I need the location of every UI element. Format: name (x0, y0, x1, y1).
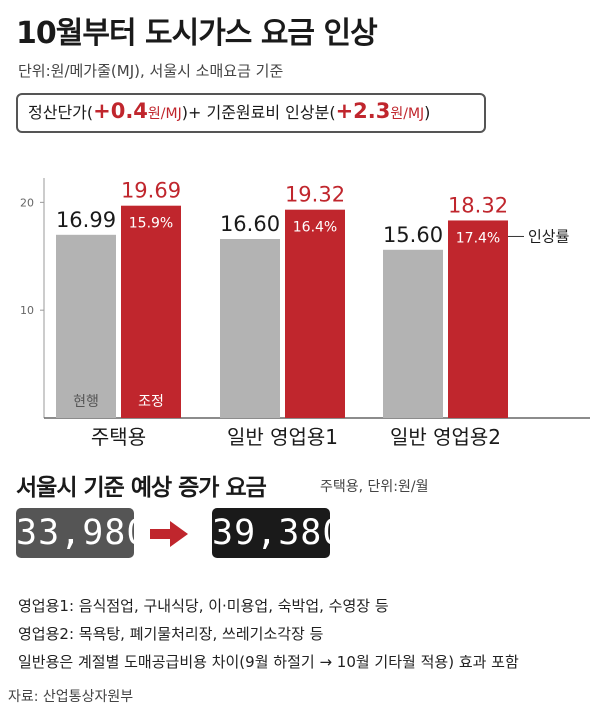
info-suffix: ) (424, 103, 431, 122)
increase-rate-label: 인상률 (528, 227, 570, 245)
category-label-3: 일반 영업용2 (390, 425, 501, 449)
increase-rate-2: 16.4% (293, 220, 337, 236)
value-label-adjusted-3: 18.32 (448, 193, 508, 217)
legend-label-current: 현행 (73, 394, 99, 410)
current-bill-display: 33,980 (16, 508, 147, 558)
info-box (16, 93, 486, 133)
source: 자료: 산업통상자원부 (8, 689, 134, 705)
arrow-right-icon (150, 521, 188, 547)
settle-value: +0.4 (93, 99, 148, 123)
value-label-current-2: 16.60 (220, 212, 280, 236)
category-label-1: 주택용 (91, 425, 146, 449)
increase-rate-3: 17.4% (456, 230, 500, 246)
y-tick-label: 20 (20, 196, 34, 209)
value-label-current-1: 16.99 (56, 208, 116, 232)
value-label-adjusted-1: 19.69 (121, 179, 181, 203)
comparison-title: 서울시 기준 예상 증가 요금 (16, 475, 267, 501)
page-title: 10월부터 도시가스 요금 인상 (16, 16, 378, 51)
bar-adjusted-2 (285, 209, 345, 418)
note-general: 일반용은 계절별 도매공급비용 차이(9월 하절기 → 10월 기타월 적용) … (18, 653, 519, 671)
bar-adjusted-1 (121, 205, 181, 418)
note-business1: 영업용1: 음식점업, 구내식당, 이·미용업, 숙박업, 수영장 등 (18, 597, 389, 615)
bar-current-1 (56, 234, 116, 418)
base-value: +2.3 (335, 99, 391, 123)
info-text: 정산단가(+0.4원/MJ)+ 기준원료비 인상분(+2.3원/MJ) (28, 99, 430, 123)
settle-unit: 원/MJ (147, 106, 182, 122)
category-label-2: 일반 영업용1 (227, 425, 338, 449)
bar-current-2 (220, 239, 280, 418)
bar-adjusted-3 (448, 220, 508, 418)
base-unit: 원/MJ (390, 106, 425, 122)
unit-subtitle: 단위:원/메가줄(MJ), 서울시 소매요금 기준 (18, 62, 284, 80)
adjusted-bill-display: 39,380 (212, 508, 343, 558)
info-middle: )+ 기준원료비 인상분( (181, 103, 336, 122)
comparison-note: 주택용, 단위:원/월 (320, 479, 429, 495)
note-business2: 영업용2: 목욕탕, 폐기물처리장, 쓰레기소각장 등 (18, 625, 324, 643)
value-label-current-3: 15.60 (383, 223, 443, 247)
info-prefix: 정산단가( (28, 103, 94, 122)
y-tick-label: 10 (20, 304, 34, 317)
increase-rate-1: 15.9% (129, 216, 173, 232)
value-label-adjusted-2: 19.32 (285, 183, 345, 207)
legend-label-adjusted: 조정 (138, 394, 164, 410)
bar-current-3 (383, 249, 443, 418)
